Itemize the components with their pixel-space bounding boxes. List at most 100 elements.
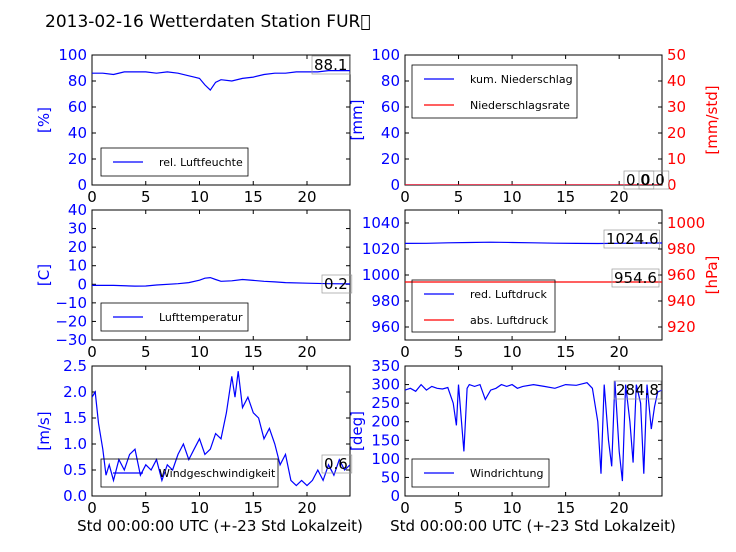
- y-tick-label: 300: [371, 376, 400, 394]
- y-tick-label: 1.0: [63, 435, 87, 453]
- y2-axis-label: [hPa]: [703, 256, 721, 295]
- y-tick-label: 60: [68, 98, 87, 116]
- y-tick-label: 250: [371, 394, 400, 412]
- y2-axis-label: [mm/std]: [703, 85, 721, 154]
- y-tick-label: 200: [371, 413, 400, 431]
- y-tick-label: 1020: [362, 240, 400, 258]
- x-tick-label: 20: [610, 188, 629, 206]
- x-tick-label: 10: [503, 343, 522, 361]
- annotation-box: [613, 380, 662, 400]
- x-tick-label: 5: [454, 499, 464, 517]
- x-tick-label: 15: [244, 343, 263, 361]
- value-annotation: 284.8: [616, 381, 659, 399]
- y2-tick-label: 920: [667, 318, 696, 336]
- y-tick-label: 1000: [362, 266, 400, 284]
- panel-6: 0 5 10 15 20050100150200250300350[deg]Windri…: [348, 357, 663, 517]
- y-tick-label: 0: [77, 176, 87, 194]
- legend: Windgeschwindigkeit: [100, 458, 279, 488]
- y-tick-label: 980: [371, 292, 400, 310]
- y-axis-label: [C]: [35, 264, 53, 286]
- x-tick-label: 0: [400, 343, 410, 361]
- legend: kum. Niederschlag Niederschlagsrate: [411, 64, 578, 119]
- y2-tick-label: 1000: [667, 214, 705, 232]
- legend: Lufttemperatur: [100, 302, 249, 332]
- x-tick-label: 5: [454, 343, 464, 361]
- y-tick-label: 960: [371, 318, 400, 336]
- y2-tick-label: 20: [667, 124, 686, 142]
- figure-title: 2013-02-16 Wetterdaten Station FUR : [45, 12, 371, 32]
- y-tick-label: 40: [381, 124, 400, 142]
- y-tick-label: −10: [55, 294, 87, 312]
- y2-tick-label: 50: [667, 46, 686, 64]
- x-tick-label: 15: [556, 499, 575, 517]
- y2-tick-label: 10: [667, 150, 686, 168]
- x-tick-label: 0: [400, 499, 410, 517]
- series-line-1: [92, 69, 350, 92]
- y-tick-label: 1040: [362, 214, 400, 232]
- annotation-box: [311, 55, 351, 75]
- y-axis-label: [m/s]: [35, 411, 53, 450]
- x-tick-label: 0: [87, 499, 97, 517]
- x-tick-label: 20: [297, 188, 316, 206]
- legend-entry: rel. Luftfeuchte: [159, 156, 243, 169]
- annotation-box: [603, 229, 660, 249]
- legend-frame: [100, 147, 249, 177]
- y-tick-label: 60: [381, 98, 400, 116]
- y-tick-label: −20: [55, 312, 87, 330]
- y-tick-label: 0: [390, 176, 400, 194]
- x-tick-label: 10: [503, 188, 522, 206]
- legend-frame: [411, 458, 550, 488]
- legend-entry: abs. Luftdruck: [470, 314, 549, 327]
- value-annotation-secondary: 954.6: [614, 269, 657, 287]
- y2-tick-label: 0: [667, 176, 677, 194]
- value-annotation: 0.2: [324, 275, 348, 293]
- legend-entry: red. Luftdruck: [470, 288, 547, 301]
- y-tick-label: 80: [381, 72, 400, 90]
- x-tick-label: 15: [244, 188, 263, 206]
- y2-tick-label: 40: [667, 72, 686, 90]
- x-tick-label: 5: [141, 188, 151, 206]
- series-line-1: [92, 371, 350, 487]
- legend-frame: [411, 279, 556, 333]
- plot-frame: [404, 209, 663, 341]
- x-tick-label: 15: [244, 499, 263, 517]
- legend: red. Luftdruck abs. Luftdruck: [411, 279, 556, 333]
- x-tick-label: 20: [610, 343, 629, 361]
- panel-5: 0 5 10 15 20 0.0 0.5 1.0 1.5 2.0 2.5 [m/s] Windgesch…: [35, 357, 353, 517]
- x-axis-label-right: Std 00:00:00 UTC (+-23 Std Lokalzeit): [390, 517, 676, 535]
- annotation-box: [321, 454, 353, 474]
- y-tick-label: 2.5: [63, 357, 87, 375]
- y2-tick-label: 30: [667, 98, 686, 116]
- x-tick-label: 0: [87, 343, 97, 361]
- y-tick-label: 0: [77, 275, 87, 293]
- legend-entry: Lufttemperatur: [159, 311, 243, 324]
- legend-frame: [100, 302, 249, 332]
- legend-entry: Windgeschwindigkeit: [159, 467, 276, 480]
- y-tick-label: 40: [68, 124, 87, 142]
- y2-tick-label: 980: [667, 240, 696, 258]
- y-tick-label: 2.0: [63, 383, 87, 401]
- x-tick-label: 20: [610, 499, 629, 517]
- panel-4: 0 5 10 15 20 960 980 1000 1020 1040 920 940 960 980 10…: [362, 209, 721, 361]
- x-axis-label-left: Std 00:00:00 UTC (+-23 Std Lokalzeit): [77, 517, 363, 535]
- y-tick-label: 150: [371, 431, 400, 449]
- legend-entry: Windrichtung: [470, 467, 543, 480]
- x-tick-label: 20: [297, 499, 316, 517]
- legend-frame: [411, 64, 578, 119]
- y-tick-label: 50: [381, 468, 400, 486]
- y-tick-label: 20: [68, 238, 87, 256]
- legend: rel. Luftfeuchte: [100, 147, 249, 177]
- y-tick-label: 40: [68, 201, 87, 219]
- annotation-box: [611, 268, 660, 288]
- x-tick-label: 20: [297, 343, 316, 361]
- y-tick-label: 100: [58, 46, 87, 64]
- plot-frame: [91, 209, 351, 341]
- legend-frame: [100, 458, 279, 488]
- value-annotation: 0.6: [324, 455, 348, 473]
- x-tick-label: 15: [556, 188, 575, 206]
- y-tick-label: 30: [68, 220, 87, 238]
- plot-frame: [404, 54, 663, 186]
- y2-tick-label: 960: [667, 266, 696, 284]
- panel-3: 0 5 10 15 20−30−20−10010203040[C]Lufttempera…: [35, 201, 353, 361]
